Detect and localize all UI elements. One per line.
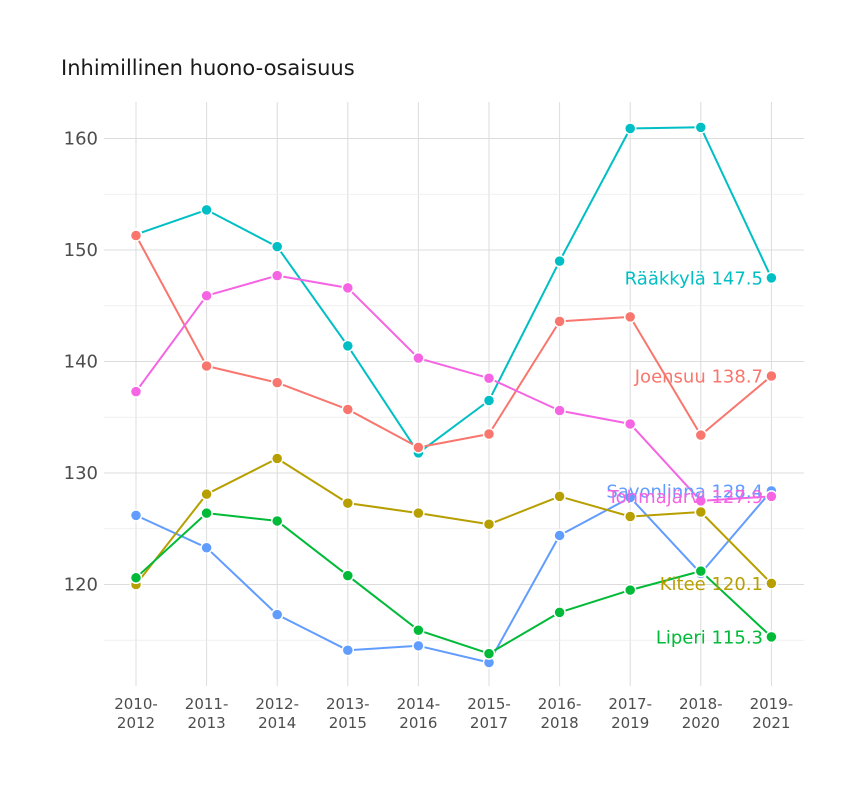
- data-point: [270, 376, 284, 389]
- data-point: [341, 569, 355, 582]
- plot-background: [104, 102, 804, 686]
- data-point: [765, 271, 778, 285]
- data-point: [553, 404, 566, 417]
- data-point: [341, 403, 355, 416]
- data-point: [765, 490, 778, 503]
- x-tick-label: 2018-2020: [679, 695, 723, 732]
- data-point: [623, 417, 637, 431]
- series-end-label: Liperi 115.3: [656, 627, 763, 648]
- data-point: [694, 505, 708, 519]
- data-point: [482, 394, 496, 407]
- data-point: [341, 644, 355, 657]
- x-axis: 2010-2012 2011-2013 2012-2014 2013-2015 2014…: [114, 695, 793, 732]
- series-points: [129, 121, 778, 669]
- series-line: [135, 512, 773, 655]
- y-axis: 120 130 140 150 160: [64, 129, 98, 596]
- data-point: [553, 315, 566, 328]
- x-tick-label: 2013-2015: [326, 695, 370, 732]
- data-point: [341, 281, 355, 295]
- x-tick-label: 2019-2021: [750, 695, 794, 732]
- data-point: [270, 240, 284, 253]
- data-point: [623, 122, 637, 135]
- data-point: [341, 496, 355, 510]
- data-point: [200, 289, 213, 302]
- series-line: [135, 457, 773, 586]
- data-point: [270, 514, 284, 528]
- y-tick-label: 160: [64, 129, 98, 150]
- data-point: [129, 229, 143, 242]
- series-end-label: Rääkkylä 147.5: [625, 268, 763, 289]
- data-point: [694, 564, 708, 578]
- series-lines: [135, 126, 773, 664]
- data-point: [553, 254, 566, 268]
- data-point: [623, 310, 637, 324]
- data-point: [341, 339, 355, 353]
- data-point: [553, 529, 566, 542]
- data-point: [482, 518, 496, 531]
- data-point: [623, 583, 637, 597]
- data-point: [412, 623, 425, 637]
- chart-title: Inhimillinen huono-osaisuus: [61, 56, 355, 80]
- data-point: [200, 359, 213, 373]
- data-point: [200, 541, 213, 554]
- x-tick-label: 2017-2019: [608, 695, 652, 732]
- data-point: [270, 269, 284, 282]
- x-tick-label: 2015-2017: [467, 695, 511, 732]
- x-tick-label: 2014-2016: [397, 695, 441, 732]
- grid-lines: [104, 102, 804, 686]
- data-point: [765, 630, 778, 644]
- data-point: [765, 577, 778, 590]
- x-tick-label: 2012-2014: [255, 695, 299, 732]
- y-tick-label: 140: [64, 352, 98, 373]
- data-point: [200, 203, 213, 217]
- data-point: [482, 647, 496, 660]
- data-point: [412, 506, 425, 520]
- data-point: [482, 427, 496, 441]
- series-line: [135, 490, 773, 664]
- x-tick-label: 2016-2018: [538, 695, 582, 732]
- data-point: [412, 441, 425, 454]
- data-point: [270, 608, 284, 621]
- series-end-label: Kitee 120.1: [660, 574, 763, 595]
- data-point: [623, 510, 637, 523]
- data-point: [412, 639, 425, 653]
- data-point: [200, 506, 213, 520]
- series-line: [135, 274, 772, 502]
- series-end-label: Tohmajärvi 127.9: [607, 487, 763, 508]
- data-point: [694, 121, 708, 134]
- series-line: [135, 235, 773, 449]
- data-point: [129, 385, 143, 398]
- data-point: [765, 369, 778, 383]
- x-tick-label: 2010-2012: [114, 695, 158, 732]
- data-point: [129, 571, 143, 585]
- data-point: [482, 371, 496, 385]
- data-point: [694, 428, 708, 442]
- series-line: [135, 126, 773, 454]
- data-point: [623, 491, 637, 504]
- y-tick-label: 130: [64, 463, 98, 484]
- y-tick-label: 120: [64, 575, 98, 596]
- data-point: [412, 351, 425, 365]
- data-point: [200, 487, 213, 501]
- series-end-label: Savonlinna 128.4: [606, 481, 763, 502]
- data-point: [270, 452, 284, 465]
- data-point: [553, 606, 566, 619]
- end-labels: Rääkkylä 147.5 Joensuu 138.7 Savonlinna 12…: [606, 268, 763, 648]
- y-tick-label: 150: [64, 240, 98, 261]
- data-point: [129, 509, 143, 522]
- data-point: [553, 490, 566, 503]
- series-end-label: Joensuu 138.7: [634, 366, 763, 387]
- x-tick-label: 2011-2013: [185, 695, 229, 732]
